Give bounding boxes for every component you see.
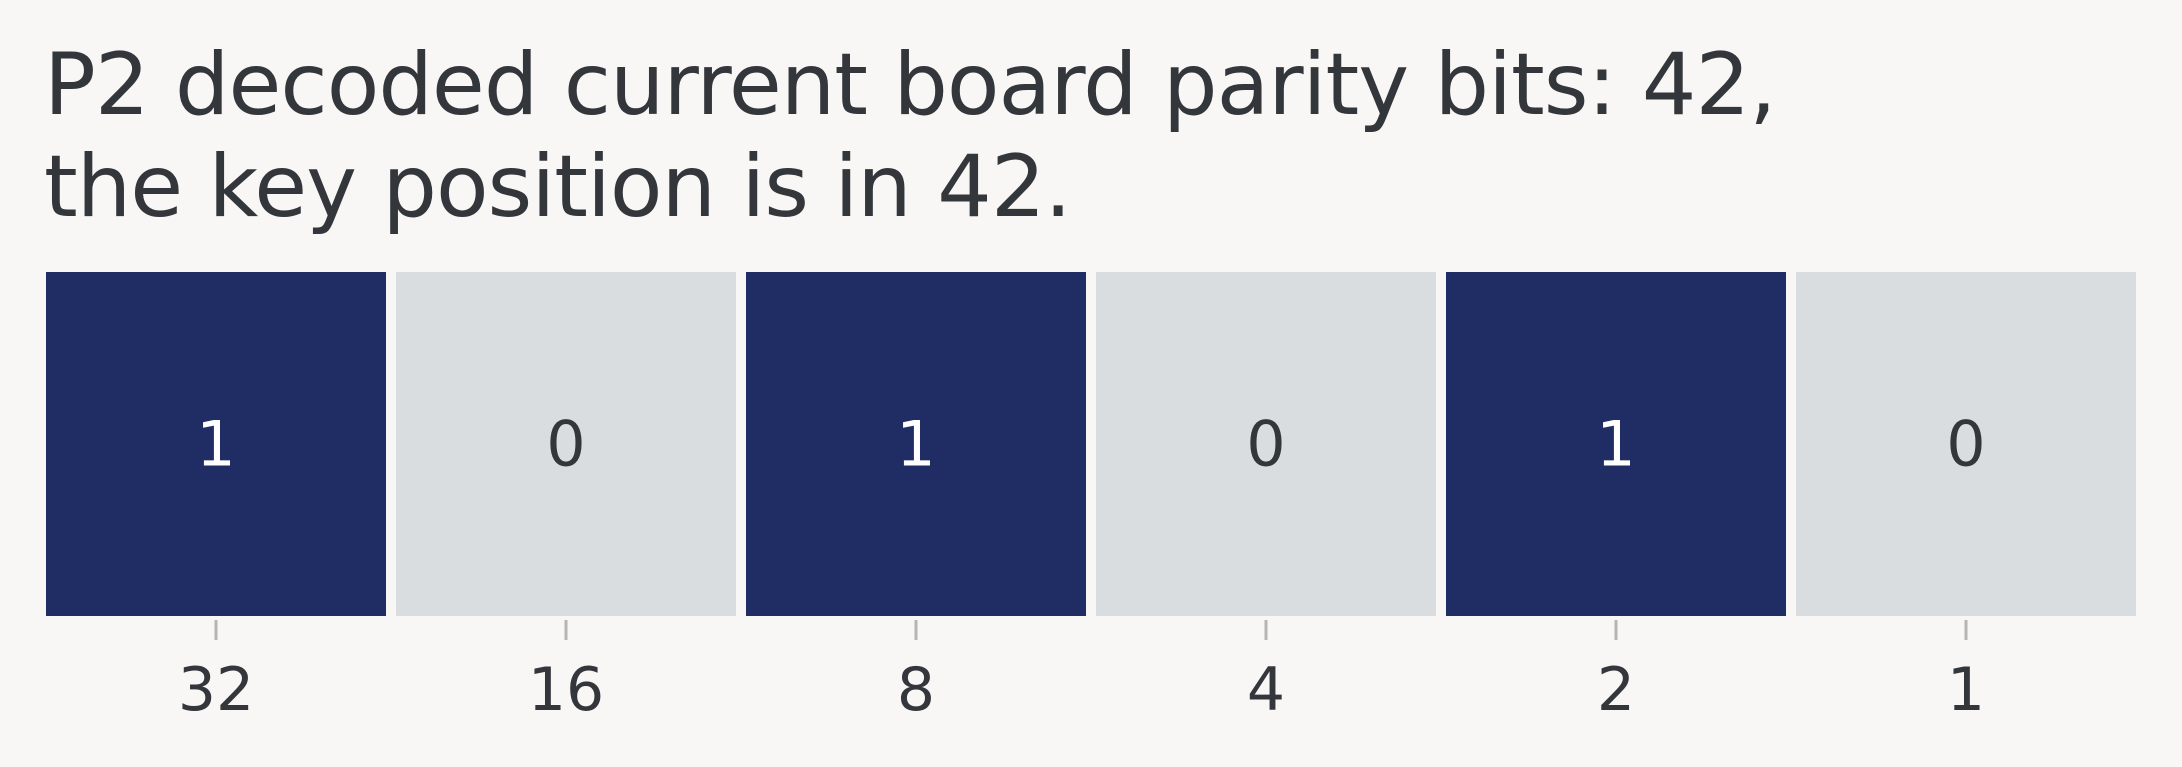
bit-cell-16	[396, 272, 736, 616]
x-axis-tick-label: 4	[1247, 655, 1285, 725]
bit-value-label: 1	[196, 408, 235, 481]
chart-title-line-2: the key position is in 42.	[44, 137, 1072, 237]
bit-cell-2	[1446, 272, 1786, 616]
bit-value-label: 0	[1946, 408, 1985, 481]
x-axis-tick-label: 8	[897, 655, 935, 725]
bit-value-label: 0	[546, 408, 585, 481]
bit-cell-32	[46, 272, 386, 616]
bit-value-label: 1	[1596, 408, 1635, 481]
bit-cell-4	[1096, 272, 1436, 616]
x-axis-tick-label: 32	[178, 655, 254, 725]
chart-title: P2 decoded current board parity bits: 42…	[44, 34, 1777, 238]
x-axis-tick-label: 2	[1597, 655, 1635, 725]
x-axis-tick-label: 1	[1947, 655, 1985, 725]
bit-cell-1	[1796, 272, 2136, 616]
bit-cell-8	[746, 272, 1086, 616]
chart-title-line-1: P2 decoded current board parity bits: 42…	[44, 35, 1777, 135]
bit-value-label: 0	[1246, 408, 1285, 481]
bit-value-label: 1	[896, 408, 935, 481]
x-axis-tick-label: 16	[528, 655, 604, 725]
